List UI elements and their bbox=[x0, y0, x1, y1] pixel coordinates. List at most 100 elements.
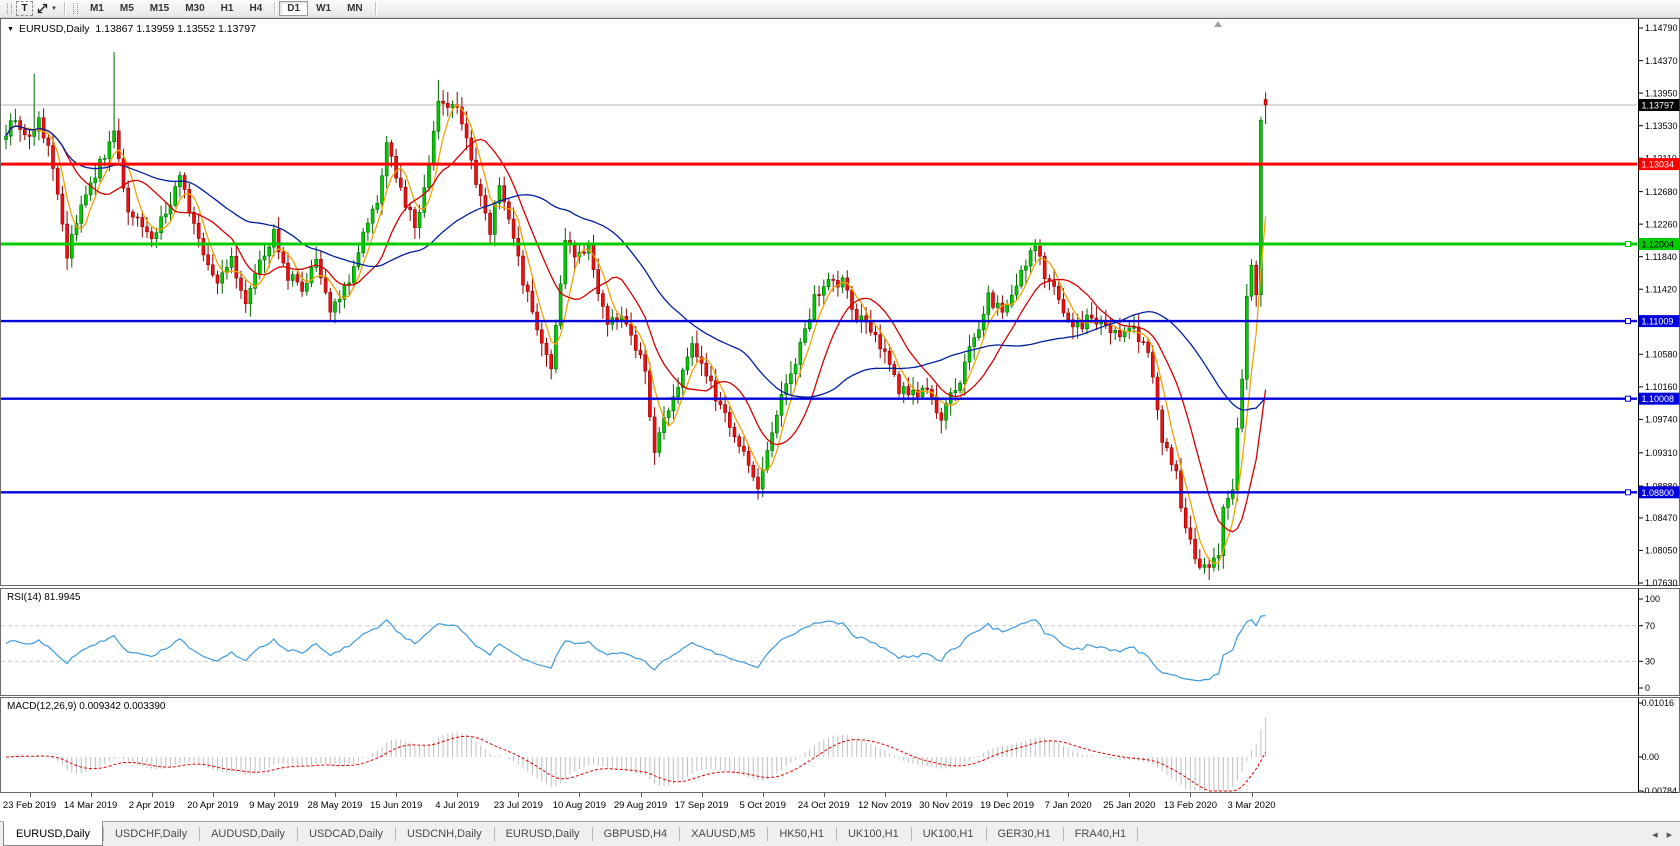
date-label: 20 Apr 2019 bbox=[187, 800, 239, 811]
chart-tab-10-UK100-H1[interactable]: UK100,H1 bbox=[910, 822, 986, 846]
date-label: 30 Nov 2019 bbox=[919, 800, 973, 811]
timeframe-button-M1[interactable]: M1 bbox=[82, 1, 112, 16]
macd-pane bbox=[0, 697, 1680, 793]
date-tick bbox=[273, 793, 275, 797]
timeframe-button-M30[interactable]: M30 bbox=[177, 1, 212, 16]
chart-shift-marker-icon[interactable] bbox=[1214, 21, 1222, 27]
candles bbox=[4, 52, 1268, 580]
date-tick bbox=[396, 793, 398, 797]
current-price-badge bbox=[1638, 99, 1680, 111]
timeframe-button-H4[interactable]: H4 bbox=[241, 1, 270, 16]
timeframe-group: M1 M5 M15 M30 H1 H4 D1 W1 MN bbox=[82, 1, 380, 16]
price-tick-label: 1.08470 bbox=[1645, 513, 1678, 523]
price-tick-label: 1.08050 bbox=[1645, 546, 1678, 556]
price-tick-label: 1.10160 bbox=[1645, 382, 1678, 392]
price-tick-label: 1.14790 bbox=[1645, 23, 1678, 33]
chart-tab-12-FRA40-H1[interactable]: FRA40,H1 bbox=[1062, 822, 1139, 846]
chart-tab-9-UK100-H1[interactable]: UK100,H1 bbox=[835, 822, 911, 846]
text-tool-button[interactable]: T bbox=[16, 1, 33, 16]
chart-tab-8-HK50-H1[interactable]: HK50,H1 bbox=[767, 822, 836, 846]
date-tick bbox=[640, 793, 642, 797]
macd-scale-label: 0.00 bbox=[1642, 752, 1660, 762]
date-tick bbox=[1190, 793, 1192, 797]
chart-tab-1-USDCHF-Daily[interactable]: USDCHF,Daily bbox=[102, 822, 199, 846]
price-tick-label: 1.12260 bbox=[1645, 219, 1678, 229]
tab-scroll-arrows[interactable]: ◀ ▶ bbox=[1652, 822, 1672, 846]
chart-tab-7-XAUUSD-M5[interactable]: XAUUSD,M5 bbox=[679, 822, 767, 846]
price-tick-label: 1.11840 bbox=[1645, 252, 1677, 262]
date-tick bbox=[884, 793, 886, 797]
date-tick bbox=[946, 793, 947, 797]
date-tick bbox=[762, 793, 764, 797]
macd-scale-label: -0.00784 bbox=[1642, 786, 1678, 793]
price-tick-label: 1.10580 bbox=[1645, 350, 1678, 360]
hline-handle-1.10008[interactable] bbox=[1625, 395, 1631, 402]
timeframe-button-W1[interactable]: W1 bbox=[308, 1, 339, 16]
date-tick bbox=[1068, 793, 1070, 797]
toolbar-separator bbox=[63, 2, 65, 15]
date-label: 25 Jan 2020 bbox=[1103, 800, 1156, 811]
timeframe-button-M15[interactable]: M15 bbox=[142, 1, 177, 16]
date-label: 7 Jan 2020 bbox=[1044, 800, 1092, 811]
timeframe-button-MN[interactable]: MN bbox=[339, 1, 371, 16]
date-label: 17 Sep 2019 bbox=[674, 800, 729, 811]
rsi-pane bbox=[0, 588, 1680, 696]
svg-text:1.08800: 1.08800 bbox=[1642, 488, 1675, 498]
ma-line-13 bbox=[5, 125, 1267, 533]
chart-canvas[interactable]: 1.147901.143701.139501.135301.131101.126… bbox=[0, 18, 1680, 793]
toolbar-grip[interactable] bbox=[7, 3, 12, 14]
date-tick bbox=[1251, 793, 1253, 797]
date-label: 28 May 2019 bbox=[307, 800, 363, 811]
chart-tab-6-GBPUSD-H4[interactable]: GBPUSD,H4 bbox=[591, 822, 680, 846]
main-pane bbox=[0, 18, 1680, 586]
chart-tab-0-EURUSD-Daily[interactable]: EURUSD,Daily bbox=[3, 821, 103, 846]
top-toolbar: T ▼ M1 M5 M15 M30 H1 H4 D1 W1 MN bbox=[0, 0, 1680, 18]
price-badge-1.11009 bbox=[1638, 315, 1680, 328]
svg-text:1.12004: 1.12004 bbox=[1642, 240, 1675, 250]
price-tick-label: 1.14370 bbox=[1645, 56, 1678, 66]
price-tick-label: 1.11420 bbox=[1645, 284, 1677, 294]
price-tick-label: 1.13530 bbox=[1645, 121, 1678, 131]
cursor-arrange-button[interactable]: ▼ bbox=[33, 1, 60, 16]
collapse-arrow-icon[interactable]: ▼ bbox=[7, 25, 14, 33]
date-tick bbox=[457, 793, 459, 797]
toolbar-grip-2[interactable] bbox=[72, 3, 78, 14]
date-label: 29 Aug 2019 bbox=[613, 800, 668, 811]
rsi-scale-label: 30 bbox=[1645, 657, 1655, 667]
date-label: 13 Feb 2020 bbox=[1163, 800, 1218, 811]
chart-tab-11-GER30-H1[interactable]: GER30,H1 bbox=[985, 822, 1063, 846]
date-label: 3 Mar 2020 bbox=[1227, 800, 1276, 811]
date-tick bbox=[212, 793, 214, 797]
timeframe-button-H1[interactable]: H1 bbox=[213, 1, 242, 16]
svg-text:1.10008: 1.10008 bbox=[1642, 394, 1675, 404]
rsi-indicator-label: RSI(14) 81.9945 bbox=[7, 592, 81, 603]
rsi-line bbox=[5, 615, 1266, 682]
chevron-down-icon[interactable]: ▼ bbox=[51, 5, 57, 12]
chart-tab-3-USDCAD-Daily[interactable]: USDCAD,Daily bbox=[297, 822, 395, 846]
chart-tab-5-EURUSD-Daily[interactable]: EURUSD,Daily bbox=[493, 822, 592, 846]
timeframe-button-M5[interactable]: M5 bbox=[112, 1, 142, 16]
hline-handle-1.11009[interactable] bbox=[1625, 318, 1631, 325]
chart-tab-4-USDCNH-Daily[interactable]: USDCNH,Daily bbox=[395, 822, 494, 846]
hline-handle-1.08800[interactable] bbox=[1625, 489, 1631, 496]
tab-scroll-left-icon[interactable]: ◀ bbox=[1652, 831, 1658, 839]
date-tick bbox=[151, 793, 153, 797]
price-badge-1.08800 bbox=[1638, 486, 1680, 499]
hline-handle-1.12004[interactable] bbox=[1625, 241, 1631, 247]
diagonal-arrows-icon bbox=[37, 3, 48, 14]
date-label: 5 Oct 2019 bbox=[739, 800, 786, 811]
toolbar-separator bbox=[274, 2, 276, 15]
price-tick-label: 1.09310 bbox=[1645, 448, 1678, 458]
svg-text:1.13797: 1.13797 bbox=[1642, 101, 1675, 111]
timeframe-button-D1[interactable]: D1 bbox=[279, 1, 309, 16]
svg-text:1.11009: 1.11009 bbox=[1642, 317, 1674, 327]
date-tick bbox=[823, 793, 825, 797]
tab-scroll-right-icon[interactable]: ▶ bbox=[1666, 831, 1672, 839]
chart-tab-2-AUDUSD-Daily[interactable]: AUDUSD,Daily bbox=[199, 822, 297, 846]
date-label: 24 Oct 2019 bbox=[797, 800, 850, 811]
date-label: 4 Jul 2019 bbox=[435, 800, 480, 811]
macd-indicator-label: MACD(12,26,9) 0.009342 0.003390 bbox=[7, 701, 166, 712]
date-tick bbox=[518, 793, 520, 797]
toolbar-separator bbox=[374, 2, 376, 15]
